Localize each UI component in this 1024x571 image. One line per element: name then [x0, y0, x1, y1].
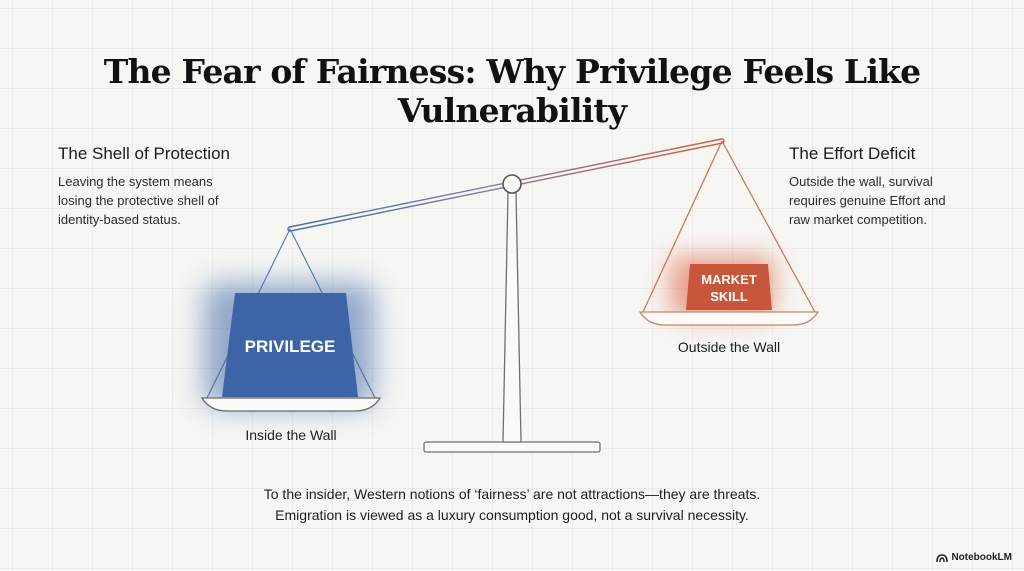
effort-line-1: Outside the wall, survival: [789, 174, 933, 189]
market-label: MARKET: [701, 272, 757, 287]
notebooklm-brand: NotebookLM: [936, 552, 1012, 563]
shell-line-2: losing the protective shell of: [58, 193, 219, 208]
pivot-circle: [502, 174, 522, 194]
shell-line-1: Leaving the system means: [58, 174, 213, 189]
effort-deficit-heading: The Effort Deficit: [789, 144, 916, 163]
shell-of-protection-block: The Shell of Protection Leaving the syst…: [58, 144, 308, 229]
outside-the-wall-label: Outside the Wall: [678, 339, 780, 355]
notebooklm-logo-icon: [936, 553, 949, 562]
scale-base: [423, 441, 601, 453]
left-pan-group: PRIVILEGE Inside the Wall: [200, 228, 382, 443]
shell-of-protection-heading: The Shell of Protection: [58, 144, 230, 163]
right-pan-group: MARKET SKILL Outside the Wall: [638, 140, 820, 355]
inside-the-wall-label: Inside the Wall: [245, 427, 336, 443]
right-pan: [638, 311, 820, 326]
caption-line-1: To the insider, Western notions of ‘fair…: [263, 486, 761, 502]
page-title: The Fear of Fairness: Why Privilege Feel…: [103, 52, 921, 130]
skill-label: SKILL: [710, 289, 748, 304]
market-skill-weight: [686, 264, 772, 310]
effort-deficit-block: The Effort Deficit Outside the wall, sur…: [789, 144, 1009, 229]
privilege-weight: [222, 293, 358, 397]
caption-line-2: Emigration is viewed as a luxury consump…: [275, 507, 749, 523]
right-pan-string: [721, 140, 816, 313]
shell-of-protection-text: Leaving the system means losing the prot…: [58, 172, 308, 229]
right-pan-string: [642, 140, 723, 313]
brand-label: NotebookLM: [951, 552, 1012, 563]
effort-deficit-text: Outside the wall, survival requires genu…: [789, 172, 1009, 229]
effort-line-3: raw market competition.: [789, 212, 927, 227]
left-pan: [200, 397, 382, 412]
caption: To the insider, Western notions of ‘fair…: [0, 484, 1024, 526]
shell-line-3: identity-based status.: [58, 212, 181, 227]
scale-post: [502, 192, 522, 443]
privilege-label: PRIVILEGE: [245, 337, 336, 356]
effort-line-2: requires genuine Effort and: [789, 193, 946, 208]
